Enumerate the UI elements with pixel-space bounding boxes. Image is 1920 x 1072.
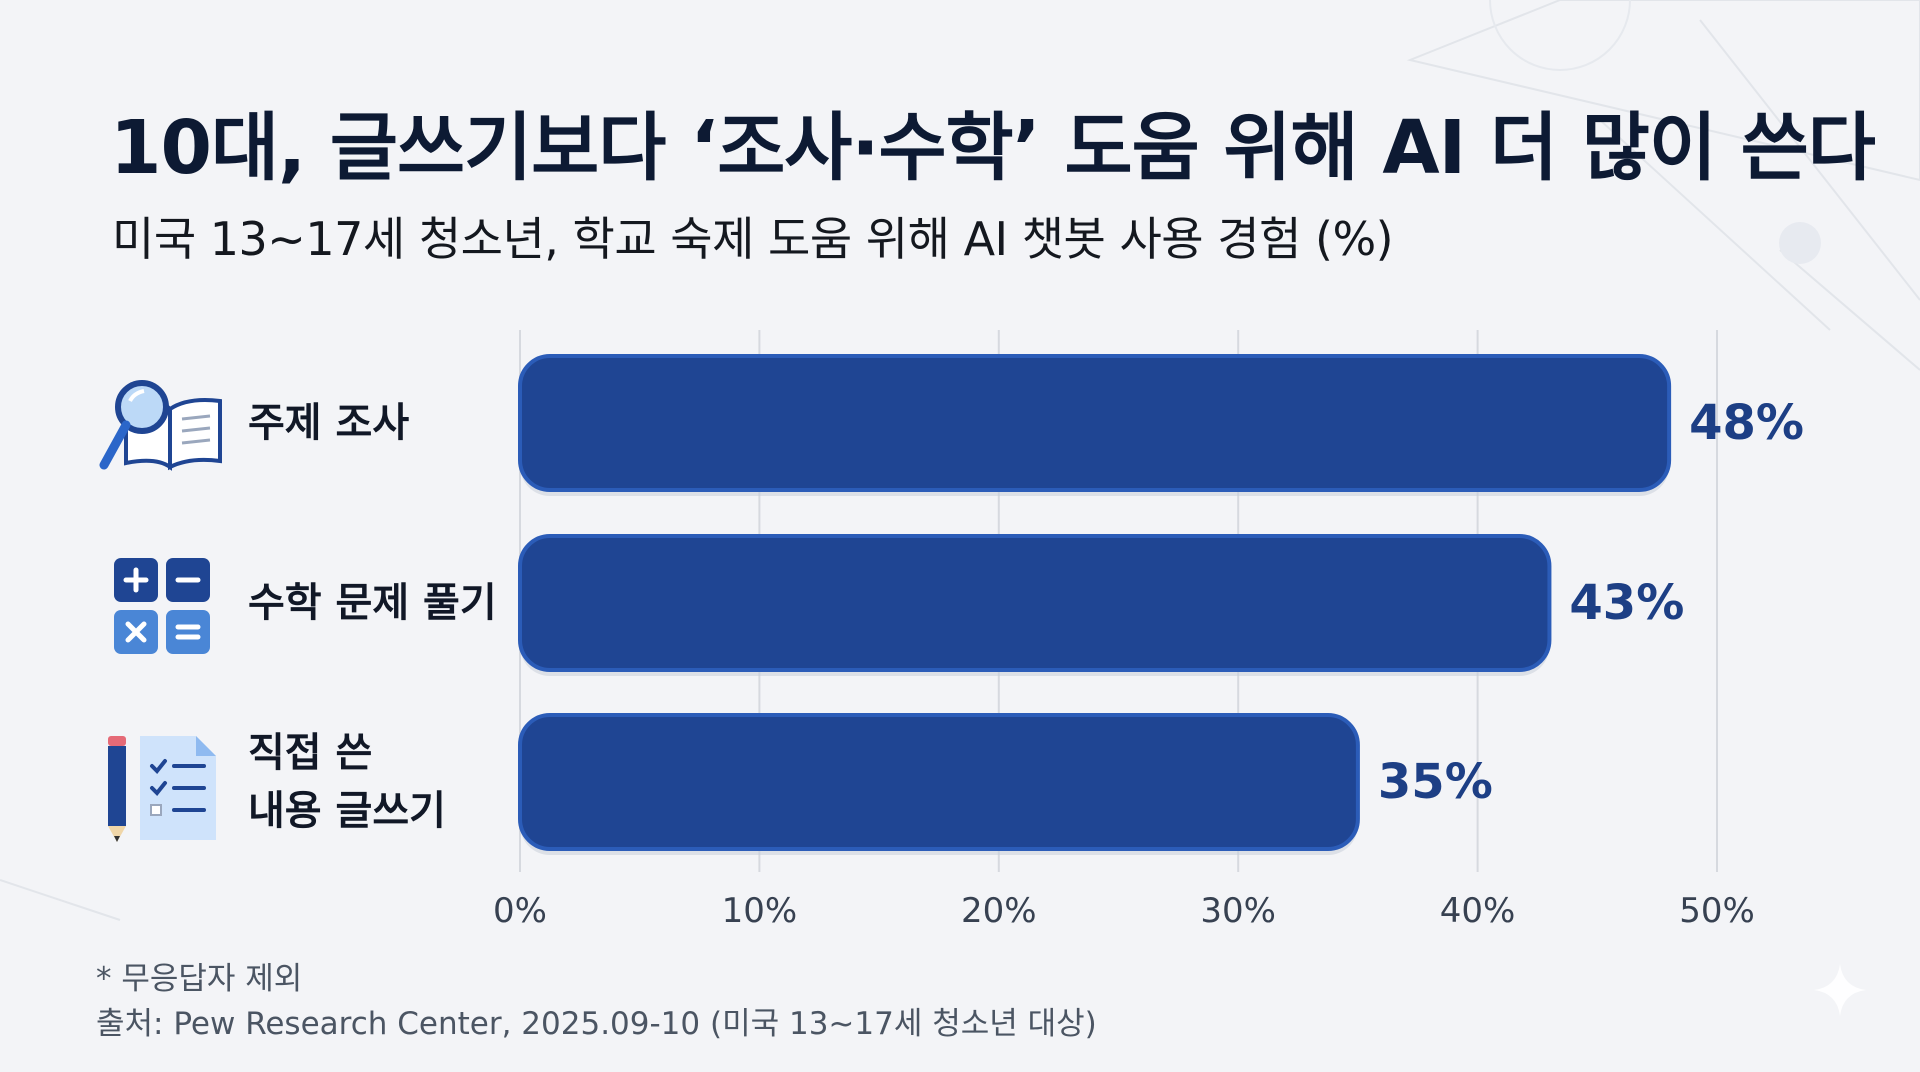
x-tick-label: 10% bbox=[722, 891, 798, 931]
chart-subtitle: 미국 13~17세 청소년, 학교 숙제 도움 위해 AI 챗봇 사용 경험 (… bbox=[112, 212, 1394, 266]
bar-value-label: 35% bbox=[1378, 754, 1493, 810]
x-tick-label: 40% bbox=[1440, 891, 1516, 931]
chart-title: 10대, 글쓰기보다 ‘조사·수학’ 도움 위해 AI 더 많이 쓴다 bbox=[110, 105, 1876, 191]
source-note: 출처: Pew Research Center, 2025.09-10 (미국 … bbox=[96, 1006, 1097, 1042]
bar bbox=[518, 534, 1552, 672]
bar-value-label: 43% bbox=[1569, 575, 1684, 631]
x-tick-label: 20% bbox=[961, 891, 1037, 931]
bar bbox=[518, 713, 1360, 851]
footnote: * 무응답자 제외 bbox=[96, 961, 303, 997]
bar-value-label: 48% bbox=[1689, 395, 1804, 451]
x-tick-label: 0% bbox=[493, 891, 547, 931]
magnifier-book-icon bbox=[99, 380, 222, 471]
x-tick-label: 50% bbox=[1679, 891, 1755, 931]
category-label-research: 주제 조사 bbox=[248, 400, 410, 446]
category-label-math: 수학 문제 풀기 bbox=[248, 580, 497, 626]
pencil-checklist-icon bbox=[108, 736, 216, 842]
category-label-writing: 직접 쓴 내용 글쓰기 bbox=[248, 730, 446, 834]
calculator-icon bbox=[114, 558, 210, 654]
x-tick-label: 30% bbox=[1200, 891, 1276, 931]
bar bbox=[518, 354, 1672, 492]
sparkle-icon bbox=[1814, 964, 1866, 1016]
